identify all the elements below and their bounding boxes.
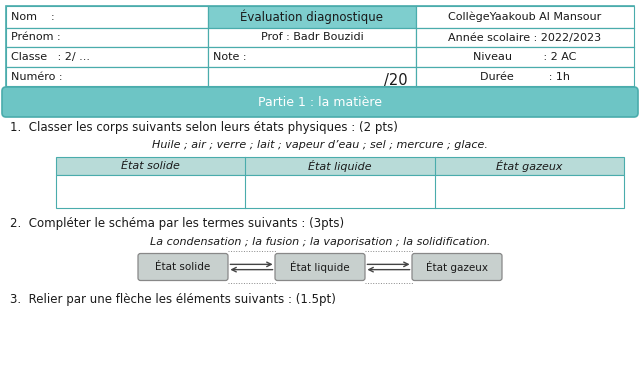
- Text: Prénom :: Prénom :: [11, 33, 61, 42]
- Bar: [208, 28, 416, 47]
- Text: CollègeYaakoub Al Mansour: CollègeYaakoub Al Mansour: [449, 12, 602, 22]
- Text: /20: /20: [385, 73, 408, 88]
- Text: 1.  Classer les corps suivants selon leurs états physiques : (2 pts): 1. Classer les corps suivants selon leur…: [10, 121, 398, 133]
- Bar: [416, 67, 634, 86]
- Text: Prof : Badr Bouzidi: Prof : Badr Bouzidi: [260, 33, 364, 42]
- FancyBboxPatch shape: [275, 254, 365, 280]
- Bar: [6, 67, 208, 86]
- Bar: [416, 28, 634, 47]
- FancyBboxPatch shape: [412, 254, 502, 280]
- Text: La condensation ; la fusion ; la vaporisation ; la solidification.: La condensation ; la fusion ; la vaporis…: [150, 237, 490, 247]
- Text: État liquide: État liquide: [290, 261, 350, 273]
- Text: Nom    :: Nom :: [11, 12, 54, 22]
- Text: État solide: État solide: [156, 262, 211, 272]
- Bar: [6, 6, 208, 28]
- Bar: [208, 6, 416, 28]
- Text: Classe   : 2/ ...: Classe : 2/ ...: [11, 52, 90, 62]
- Bar: [56, 175, 624, 208]
- Bar: [56, 157, 624, 175]
- Text: Note :: Note :: [213, 52, 246, 62]
- Bar: [416, 47, 634, 67]
- Bar: [208, 67, 416, 86]
- Text: État liquide: État liquide: [308, 160, 372, 172]
- Text: Évaluation diagnostique: Évaluation diagnostique: [241, 10, 383, 24]
- Text: État solide: État solide: [121, 161, 180, 171]
- Text: Partie 1 : la matière: Partie 1 : la matière: [258, 96, 382, 108]
- FancyBboxPatch shape: [2, 87, 638, 117]
- Text: Huile ; air ; verre ; lait ; vapeur d’eau ; sel ; mercure ; glace.: Huile ; air ; verre ; lait ; vapeur d’ea…: [152, 140, 488, 150]
- Text: Niveau         : 2 AC: Niveau : 2 AC: [474, 52, 577, 62]
- Text: Numéro :: Numéro :: [11, 71, 63, 82]
- Text: 3.  Relier par une flèche les éléments suivants : (1.5pt): 3. Relier par une flèche les éléments su…: [10, 293, 336, 307]
- Text: Année scolaire : 2022/2023: Année scolaire : 2022/2023: [449, 33, 602, 42]
- Bar: [416, 6, 634, 28]
- Bar: [6, 6, 634, 86]
- Text: Durée          : 1h: Durée : 1h: [480, 71, 570, 82]
- Text: État gazeux: État gazeux: [496, 160, 563, 172]
- Text: 2.  Compléter le schéma par les termes suivants : (3pts): 2. Compléter le schéma par les termes su…: [10, 217, 344, 231]
- Bar: [6, 28, 208, 47]
- Bar: [6, 47, 208, 67]
- Text: État gazeux: État gazeux: [426, 261, 488, 273]
- FancyBboxPatch shape: [138, 254, 228, 280]
- Bar: [208, 47, 416, 67]
